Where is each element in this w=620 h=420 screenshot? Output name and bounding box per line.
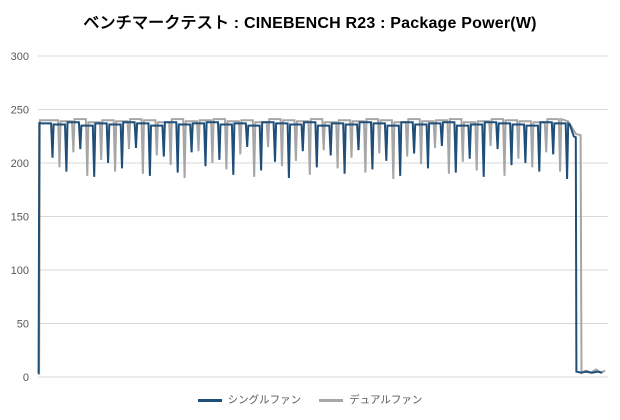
y-axis-tick-label: 0 (23, 372, 29, 384)
y-axis-tick-label: 250 (11, 105, 29, 117)
y-axis-tick-label: 50 (17, 319, 29, 331)
legend-label-single-fan: シングルファン (227, 393, 302, 406)
legend-item-single-fan: シングルファン (197, 393, 302, 406)
single-fan-line-swatch (197, 398, 222, 402)
series-line-dual-fan (38, 117, 606, 375)
legend-item-dual-fan: デュアルファン (319, 395, 422, 406)
y-axis-tick-label: 200 (11, 158, 29, 170)
legend-label-dual-fan: デュアルファン (349, 393, 423, 406)
series-line-single-fan (37, 121, 603, 374)
legend: シングルファン デュアルファン (0, 392, 620, 408)
y-axis-tick-label: 150 (11, 212, 29, 224)
dual-fan-line-swatch (319, 398, 344, 402)
chart-title: ベンチマークテスト : CINEBENCH R23 : Package Powe… (83, 15, 537, 32)
y-axis-tick-label: 100 (11, 265, 29, 277)
y-axis-tick-label: 300 (11, 51, 29, 63)
